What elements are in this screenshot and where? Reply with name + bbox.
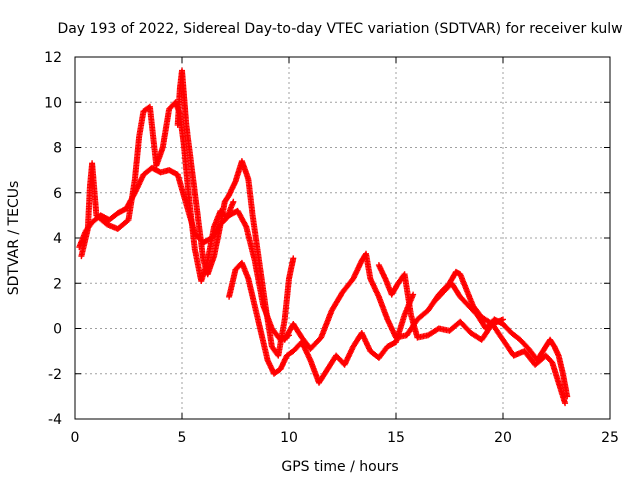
y-tick-label: 0: [53, 322, 62, 338]
series-track-g: [431, 280, 571, 400]
y-tick-label: 6: [53, 186, 62, 202]
y-axis-label: SDTVAR / TECUs: [6, 181, 22, 296]
series-track-f: [375, 262, 569, 407]
data-point-marker: [290, 255, 297, 262]
y-tick-label: 8: [53, 141, 62, 157]
y-tick-label: 4: [53, 231, 62, 247]
data-point-marker: [564, 393, 571, 400]
tick-layer: 0 5 10 15 20 25 -4 -2 0 2 4 6 8 10 12: [44, 50, 619, 446]
marks-layer: [76, 67, 571, 407]
data-point-marker: [562, 400, 569, 407]
series-track-c: [174, 67, 297, 359]
y-tick-label: -2: [48, 367, 62, 383]
x-axis-label: GPS time / hours: [281, 459, 398, 475]
grid-layer: [75, 57, 610, 419]
plot-frame: [74, 56, 611, 420]
series-track-d: [226, 259, 417, 386]
x-tick-label: 25: [601, 430, 619, 446]
x-tick-label: 0: [71, 430, 80, 446]
y-tick-label: -4: [48, 412, 62, 428]
data-point-marker: [410, 291, 417, 298]
x-tick-label: 20: [494, 430, 512, 446]
data-point-marker: [230, 198, 237, 205]
x-tick-label: 10: [280, 430, 298, 446]
y-tick-label: 12: [44, 50, 62, 66]
x-tick-label: 15: [387, 430, 405, 446]
chart-title: Day 193 of 2022, Sidereal Day-to-day VTE…: [57, 21, 622, 37]
y-tick-label: 10: [44, 95, 62, 111]
x-tick-label: 5: [178, 430, 187, 446]
y-tick-label: 2: [53, 276, 62, 292]
